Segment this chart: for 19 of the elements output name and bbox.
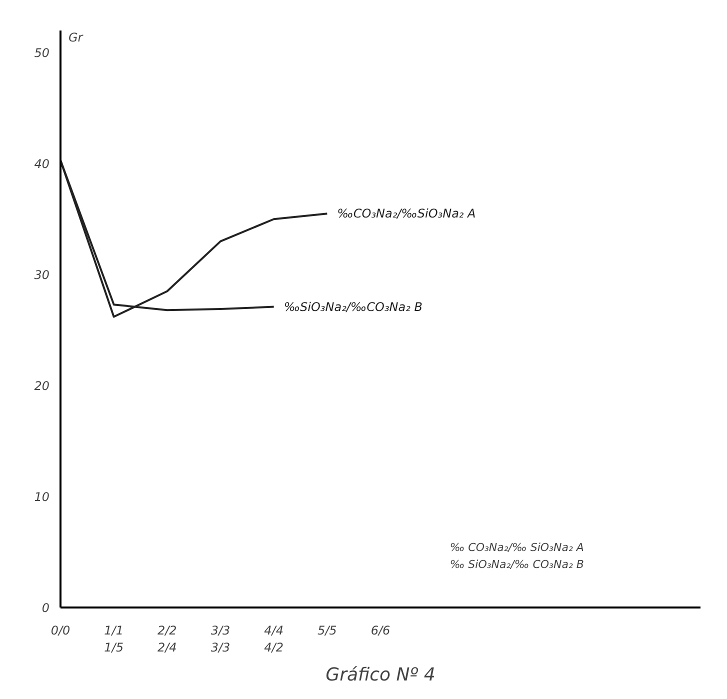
y-tick-label: 30 <box>34 268 50 282</box>
y-tick-label: 50 <box>34 46 50 60</box>
y-axis-title: Gr <box>68 30 84 44</box>
x-tick-label: 2/2 2/4 <box>158 624 177 654</box>
x-tick-label: 3/3 3/3 <box>210 624 230 654</box>
x-tick-label: 4/4 4/2 <box>264 624 284 654</box>
x-tick-label: 0/0 <box>50 624 71 638</box>
y-tick-label: 40 <box>34 157 50 172</box>
y-tick-label: 10 <box>34 490 50 504</box>
x-tick-label: 6/6 <box>370 624 391 638</box>
x-tick-label: 1/1 1/5 <box>104 624 124 654</box>
series-label: ‰SiO₃Na₂/‰CO₃Na₂ B <box>284 300 422 314</box>
y-tick-label: 20 <box>34 379 50 394</box>
text: Gráfico Nº 4 <box>326 664 436 686</box>
x-tick-label: 5/5 <box>318 624 337 638</box>
annotation: ‰ SiO₃Na₂/‰ CO₃Na₂ B <box>450 558 584 571</box>
y-tick-label: 0 <box>42 601 50 615</box>
series-label: ‰CO₃Na₂/‰SiO₃Na₂ A <box>337 206 476 221</box>
annotation: ‰ CO₃Na₂/‰ SiO₃Na₂ A <box>450 541 584 554</box>
